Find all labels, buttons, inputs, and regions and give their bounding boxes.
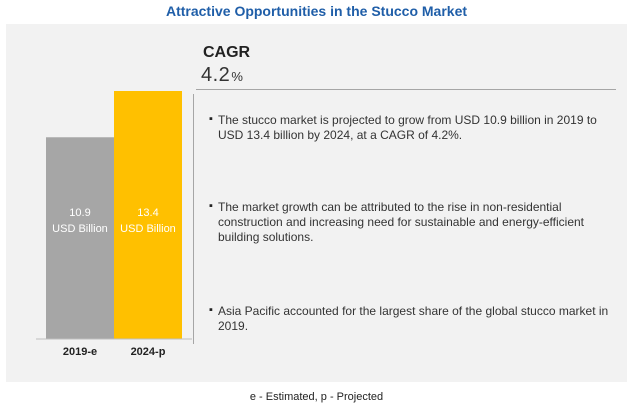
cagr-divider [196,89,616,90]
bar-value-label-2024-p-2: USD Billion [120,223,176,235]
column-separator [193,94,194,344]
bar-value-label-2024-p-1: 13.4 [137,207,158,219]
cagr-unit: % [231,69,244,84]
x-tick-label-2019-e: 2019-e [63,346,97,358]
cagr-number: 4.2 [201,64,231,86]
x-tick-label-2024-p: 2024-p [131,346,166,358]
cagr-label: CAGR [203,44,251,61]
bar-2019-e [46,137,114,339]
bullet-growth-drivers: The market growth can be attributed to t… [209,199,613,245]
bullet-asia-pacific: Asia Pacific accounted for the largest s… [209,303,613,334]
bar-2024-p [114,91,182,339]
bar-value-label-2019-e-2: USD Billion [52,223,108,235]
page-title: Attractive Opportunities in the Stucco M… [165,3,468,19]
bullet-market-growth: The stucco market is projected to grow f… [209,112,613,143]
cagr-value: 4.2% [201,64,243,87]
footnote: e - Estimated, p - Projected [249,391,384,403]
bar-value-label-2019-e-1: 10.9 [69,207,90,219]
